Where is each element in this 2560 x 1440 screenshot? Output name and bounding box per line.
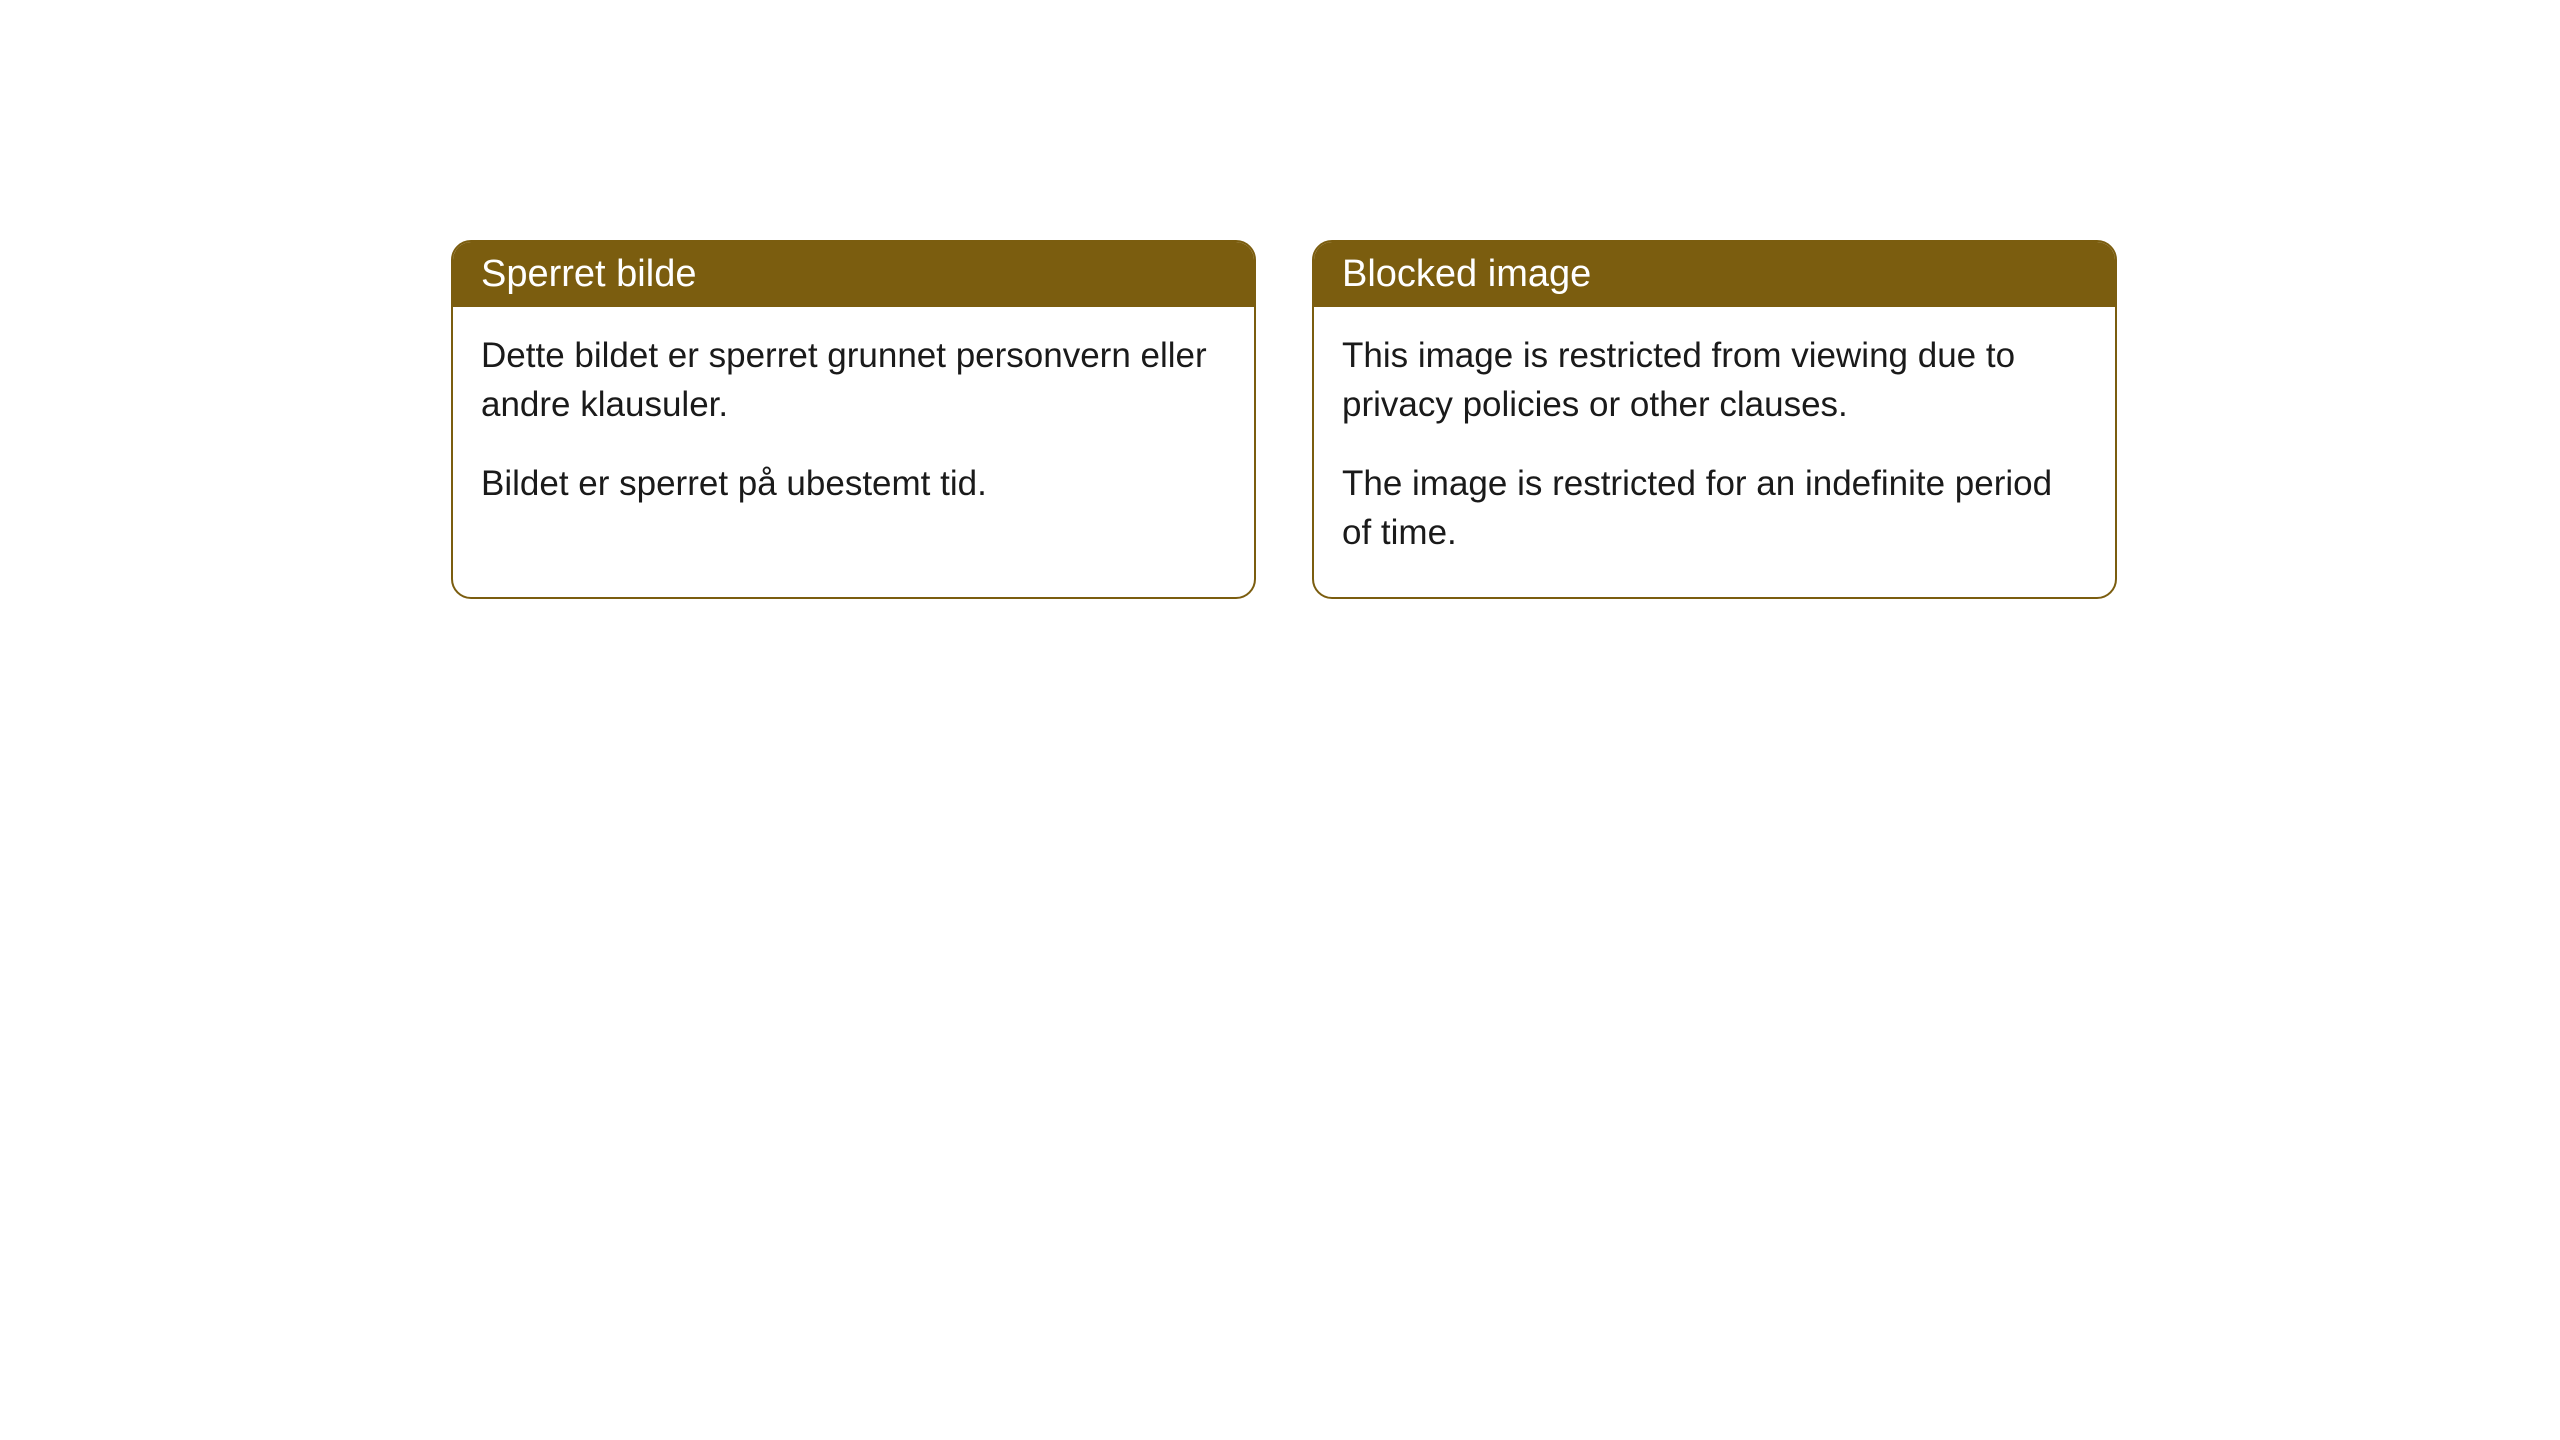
- card-norwegian: Sperret bilde Dette bildet er sperret gr…: [451, 240, 1256, 599]
- card-header-norwegian: Sperret bilde: [453, 242, 1254, 307]
- card-paragraph: This image is restricted from viewing du…: [1342, 331, 2087, 429]
- card-body-english: This image is restricted from viewing du…: [1314, 307, 2115, 597]
- card-paragraph: Bildet er sperret på ubestemt tid.: [481, 459, 1226, 508]
- card-header-english: Blocked image: [1314, 242, 2115, 307]
- card-paragraph: Dette bildet er sperret grunnet personve…: [481, 331, 1226, 429]
- card-body-norwegian: Dette bildet er sperret grunnet personve…: [453, 307, 1254, 548]
- card-paragraph: The image is restricted for an indefinit…: [1342, 459, 2087, 557]
- cards-container: Sperret bilde Dette bildet er sperret gr…: [0, 0, 2560, 599]
- card-english: Blocked image This image is restricted f…: [1312, 240, 2117, 599]
